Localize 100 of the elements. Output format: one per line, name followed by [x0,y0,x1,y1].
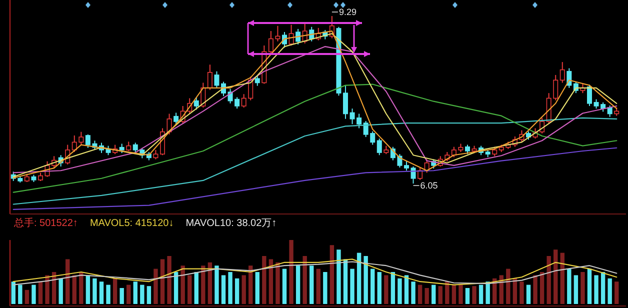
bar [458,284,463,304]
bar [126,284,131,304]
candlestick [560,62,565,84]
bar [411,282,416,304]
bar [438,286,442,304]
text: MAVOL5: 415120↓ [90,218,174,229]
bar [310,266,314,304]
bar [18,284,22,304]
candlestick [174,112,179,126]
bar [86,275,90,304]
bar [66,259,70,304]
bar [167,256,172,304]
candlestick [492,146,498,157]
candlestick [153,149,158,160]
bar [45,275,50,304]
bar [546,256,551,304]
bar [174,272,178,304]
bar [282,268,287,304]
bar [478,284,484,304]
candlestick [404,160,409,172]
bar [594,275,598,304]
candlestick [296,28,301,45]
bar [580,272,585,304]
bar [262,256,266,304]
bar [160,259,165,304]
bar [228,272,232,304]
bar [92,278,97,304]
bar [180,266,185,304]
bar [404,275,409,304]
bar [255,272,260,304]
bar [133,282,138,304]
bar [99,282,104,304]
bar [276,262,280,304]
bar [289,240,294,304]
bar [554,250,558,304]
candlestick [410,166,416,184]
candlestick [126,141,132,152]
annotation: 6.05 [420,180,438,191]
bar [356,252,362,304]
bar [465,288,470,304]
bar [194,272,198,304]
candlestick [343,84,348,120]
bar [208,262,212,304]
candlestick [465,144,470,155]
bar [234,278,240,304]
bar [608,278,612,304]
candlestick [132,142,138,154]
bar [472,286,476,304]
bar [560,252,564,304]
text: 总手: 501522↑ [13,217,78,229]
bar [120,288,124,304]
bar [600,272,606,304]
bar [79,272,84,304]
bar [424,288,429,304]
bar [58,278,63,304]
bar [221,275,226,304]
bar [248,266,253,304]
candlestick [288,24,294,46]
bar [445,282,450,304]
bar [323,272,328,304]
bar [302,256,307,304]
annotation: 9.29 [338,7,356,18]
bar [140,284,144,304]
bar [154,268,158,304]
bar [316,268,320,304]
bar [520,282,524,304]
bar [188,275,192,304]
bar [398,278,402,304]
bar [377,272,382,304]
candlestick [418,167,423,180]
bar [72,275,76,304]
text: MAVOL10: 38.02万↑ [186,218,277,229]
bar [540,272,544,304]
bar [11,282,16,304]
bar [614,282,619,304]
bar [512,278,518,304]
bar [343,259,348,304]
bar [24,290,30,304]
candlestick [207,64,212,90]
bar [370,268,375,304]
bar [336,250,341,304]
bar [364,256,368,304]
bar [506,268,510,304]
bar [418,284,422,304]
candlestick [587,84,592,106]
bar [574,275,578,304]
bar [330,245,334,304]
bar [390,272,396,304]
bar [146,286,152,304]
bar [567,268,572,304]
bar [452,284,456,304]
bar [268,259,274,304]
bar [384,275,388,304]
bar [432,284,436,304]
candlestick [254,74,260,86]
bar [296,266,300,304]
candlestick [376,138,382,156]
bar [526,284,531,304]
bar [486,282,490,304]
bar [587,268,592,304]
